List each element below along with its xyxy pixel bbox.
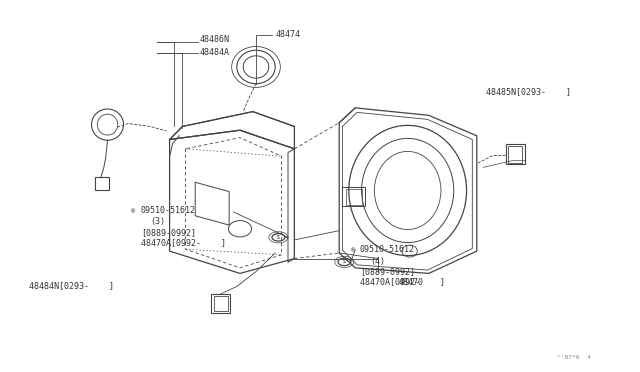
Text: 09510-51612: 09510-51612 bbox=[360, 246, 415, 254]
Text: S: S bbox=[277, 235, 280, 240]
Text: (3): (3) bbox=[150, 217, 165, 226]
Bar bbox=[342, 187, 365, 206]
Text: 09510-51612: 09510-51612 bbox=[141, 206, 196, 215]
Bar bbox=[508, 146, 522, 163]
Text: 48485N[0293-    ]: 48485N[0293- ] bbox=[486, 87, 572, 96]
Text: ®: ® bbox=[351, 247, 355, 253]
Text: ^'87*0  4: ^'87*0 4 bbox=[557, 355, 591, 360]
Text: 48470A[0992-    ]: 48470A[0992- ] bbox=[141, 238, 226, 247]
Bar bbox=[214, 296, 228, 311]
Text: 48470A[0992-    ]: 48470A[0992- ] bbox=[360, 278, 445, 286]
Text: 48474: 48474 bbox=[275, 30, 300, 39]
Text: S: S bbox=[343, 259, 346, 264]
Text: 48484A: 48484A bbox=[200, 48, 230, 57]
Text: 48486N: 48486N bbox=[200, 35, 230, 44]
Bar bbox=[506, 144, 525, 164]
Text: [0889-0992]: [0889-0992] bbox=[141, 228, 196, 237]
Text: ®: ® bbox=[131, 208, 136, 214]
Text: (4): (4) bbox=[370, 257, 385, 266]
Text: 48484N[0293-    ]: 48484N[0293- ] bbox=[29, 281, 114, 290]
Bar bbox=[211, 294, 230, 313]
Text: 48470: 48470 bbox=[399, 278, 424, 287]
Bar bbox=[346, 189, 362, 205]
Bar bbox=[95, 177, 109, 190]
Text: [0889-0992]: [0889-0992] bbox=[360, 267, 415, 276]
